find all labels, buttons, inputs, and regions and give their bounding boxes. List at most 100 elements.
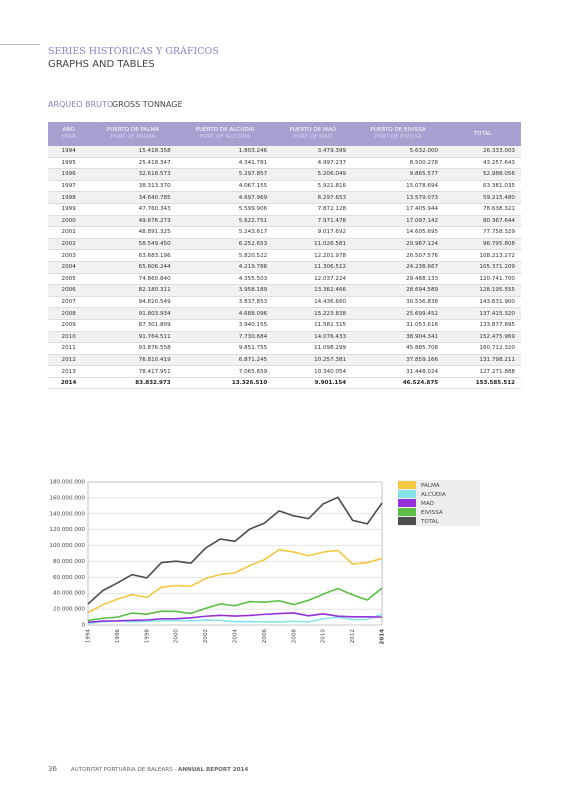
table-cell: 47.760.343	[89, 203, 177, 216]
series-line	[87, 548, 383, 614]
table-cell: 5.206.049	[273, 168, 353, 181]
table-cell: 29.488.133	[352, 273, 445, 286]
table-row: 2004 65.606.244 4.219.786 11.306.512 24.238.…	[48, 261, 521, 274]
table-cell: 74.860.840	[89, 273, 177, 286]
x-tick-label: 1998	[144, 629, 150, 644]
page-number: 36	[48, 765, 57, 773]
x-tick-label: 2012	[350, 629, 356, 643]
table-cell: 2003	[48, 249, 90, 262]
table-row: 2005 74.860.840 4.355.503 12.037.224 29.488.…	[48, 273, 521, 286]
table-cell: 28.694.589	[352, 284, 445, 297]
table-cell: 1998	[48, 191, 90, 204]
column-header-es: TOTAL	[473, 130, 492, 137]
chart: 0 20.000.000 40.000.000 60.000.000 80.000.00…	[49, 480, 480, 645]
column-header-es: PUERTO DE EIVISSA	[370, 127, 426, 133]
column-header: PUERTO DE ALCÚDIA PORT OF ALCÚDIA	[176, 122, 274, 146]
table-cell: 7.065.659	[176, 365, 274, 378]
table-cell: 5.622.751	[176, 215, 274, 228]
table-cell: 15.223.838	[273, 307, 353, 320]
table-cell: 127.271.888	[444, 365, 521, 378]
table-cell: 80.367.644	[444, 215, 521, 228]
x-tick-label: 2008	[291, 629, 297, 644]
table-cell: 7.971.478	[273, 215, 353, 228]
table-cell: 6.252.653	[176, 238, 274, 251]
table-cell: 2010	[48, 331, 90, 344]
table-cell: 58.549.450	[89, 238, 177, 251]
table-cell: 2002	[48, 238, 90, 251]
table-cell: 65.606.244	[89, 261, 177, 274]
table-row: 1994 15.418.358 1.803.246 3.479.399 5.632.00…	[48, 146, 521, 158]
table-row: 2006 82.180.311 3.958.189 13.362.466 28.694.…	[48, 284, 521, 297]
table-cell: 24.238.667	[352, 261, 445, 274]
table-cell: 13.362.466	[273, 284, 353, 297]
table-cell: 76.810.419	[89, 354, 177, 367]
x-tick-label: 1994	[86, 629, 92, 644]
y-tick-label: 0	[81, 623, 85, 629]
table-cell: 15.078.694	[352, 180, 445, 193]
column-header: PUERTO DE MAÓ PORT OF MAÓ	[273, 122, 353, 146]
table-row: 2007 94.820.549 3.837.853 14.436.660 30.536.…	[48, 296, 521, 309]
table-cell: 137.415.320	[444, 307, 521, 320]
table-cell: 13.579.073	[352, 191, 445, 204]
table-cell: 11.026.581	[273, 238, 353, 251]
rule	[0, 44, 40, 45]
table-cell: 31.053.616	[352, 319, 445, 332]
table-cell: 108.213.272	[444, 249, 521, 262]
y-tick-label: 60.000.000	[53, 575, 85, 581]
legend-swatch	[398, 490, 416, 498]
table-cell: 7.730.684	[176, 331, 274, 344]
table-cell: 77.758.329	[444, 226, 521, 239]
table-cell: 43.257.643	[444, 157, 521, 170]
table-cell: 96.795.808	[444, 238, 521, 251]
legend-swatch	[398, 517, 416, 525]
y-tick-label: 40.000.000	[53, 591, 85, 597]
legend-swatch	[398, 508, 416, 516]
table-cell: 4.997.237	[273, 157, 353, 170]
table-cell: 2009	[48, 319, 90, 332]
table-cell: 7.872.128	[273, 203, 353, 216]
table-cell: 4.067.155	[176, 180, 274, 193]
section-title: ARQUEO BRUTO	[48, 100, 114, 109]
table-cell: 12.037.224	[273, 273, 353, 286]
table-cell: 91.803.934	[89, 307, 177, 320]
footer: 36 AUTORITAT PORTUÀRIA DE BALEARS · ANNUA…	[48, 765, 249, 773]
legend-swatch	[398, 481, 416, 489]
table-cell: 59.215.480	[444, 191, 521, 204]
table-cell: 2005	[48, 273, 90, 286]
section-subtitle: GROSS TONNAGE	[112, 100, 183, 109]
header-row: AÑO YEAR PUERTO DE PALMA PORT OF PALMA PUERT…	[48, 122, 521, 146]
column-header-es: AÑO	[62, 127, 75, 133]
table-cell: 5.632.000	[352, 146, 445, 158]
table-cell: 3.837.853	[176, 296, 274, 309]
column-header-en: YEAR	[61, 134, 76, 140]
table-cell: 1996	[48, 168, 90, 181]
table-cell: 11.582.315	[273, 319, 353, 332]
table-cell: 20.967.124	[352, 238, 445, 251]
table-cell: 1.803.246	[176, 146, 274, 158]
table-cell: 83.832.973	[89, 376, 177, 390]
table-cell: 9.017.692	[273, 226, 353, 239]
footer-report: ANNUAL REPORT 2014	[178, 767, 249, 773]
legend-label: PALMA	[421, 483, 440, 489]
table-cell: 93.876.558	[89, 342, 177, 355]
table-cell: 4.341.781	[176, 157, 274, 170]
table-cell: 1997	[48, 180, 90, 193]
table-cell: 26.333.003	[444, 146, 521, 158]
y-tick-label: 140.000.000	[49, 511, 85, 517]
table-cell: 91.764.511	[89, 331, 177, 344]
table-cell: 2008	[48, 307, 90, 320]
table-cell: 48.891.325	[89, 226, 177, 239]
table-cell: 94.820.549	[89, 296, 177, 309]
column-header-es: PUERTO DE MAÓ	[289, 127, 336, 133]
table-row: 2008 91.803.934 4.688.096 15.223.838 25.699.…	[48, 307, 521, 320]
footer-org: AUTORITAT PORTUÀRIA DE BALEARS	[70, 767, 173, 773]
table-cell: 5.820.522	[176, 249, 274, 262]
y-tick-label: 80.000.000	[53, 559, 85, 565]
legend-swatch	[398, 499, 416, 507]
table-cell: 82.180.311	[89, 284, 177, 297]
table-cell: 2013	[48, 365, 90, 378]
column-header: PUERTO DE PALMA PORT OF PALMA	[89, 122, 177, 146]
table-cell: 37.859.166	[352, 354, 445, 367]
x-tick-label: 2006	[262, 629, 268, 644]
